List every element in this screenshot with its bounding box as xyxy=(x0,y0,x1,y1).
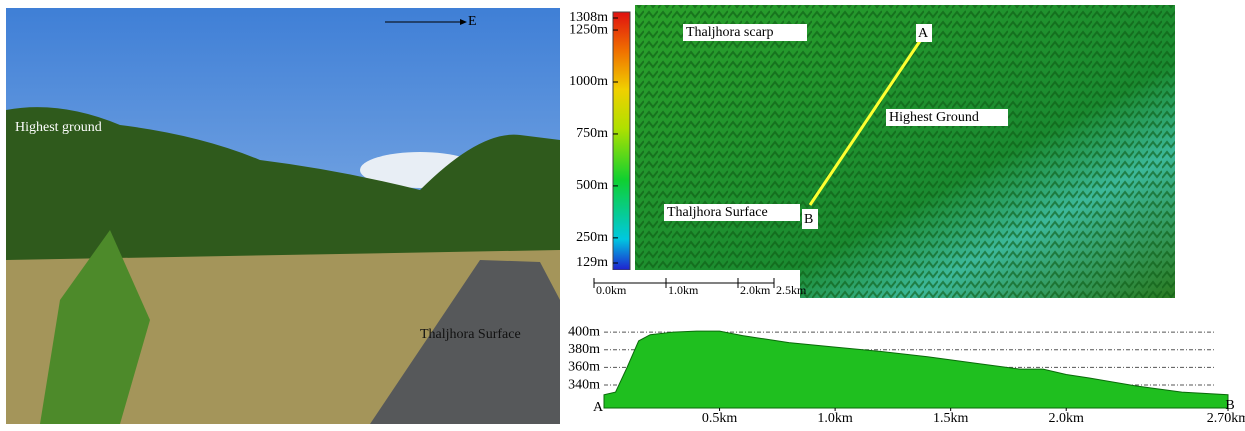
x-tick-label: 1.0km xyxy=(817,411,853,426)
x-tick-label: 2.70km xyxy=(1207,411,1245,426)
colorbar-label: 250m xyxy=(576,230,608,245)
map-label: Highest Ground xyxy=(889,110,979,125)
page: {"photo": {"direction": "E", "label_high… xyxy=(0,0,1245,431)
colorbar xyxy=(613,12,630,270)
map-label: Thaljhora scarp xyxy=(686,25,773,40)
scale-label: 1.0km xyxy=(668,283,699,297)
profile-area xyxy=(604,331,1228,408)
colorbar-label: 500m xyxy=(576,178,608,193)
photo: E Highest ground Thaljhora Surface xyxy=(6,8,560,424)
scale-label: 2.5km xyxy=(776,283,807,297)
dem-map: Thaljhora scarp Highest Ground Thaljhora… xyxy=(585,5,1175,298)
profile: 400m 380m 360m 340m 0.5km 1.0km 1.5km 2.0km 2.70… xyxy=(568,324,1245,426)
profile-end-label: A xyxy=(593,400,604,415)
y-tick-label: 360m xyxy=(568,360,600,375)
photo-label: Highest ground xyxy=(15,120,102,135)
scale-label: 2.0km xyxy=(740,283,771,297)
photo-label: Thaljhora Surface xyxy=(420,327,521,342)
y-tick-label: 380m xyxy=(568,342,600,357)
profile-end-label: B xyxy=(1225,398,1234,413)
point-label: B xyxy=(804,212,813,227)
map-label: Thaljhora Surface xyxy=(667,205,768,220)
colorbar-label: 1000m xyxy=(569,74,608,89)
figure: E Highest ground Thaljhora Surface Thalj… xyxy=(0,0,1245,426)
dem-texture xyxy=(635,5,1175,298)
y-tick-label: 340m xyxy=(568,377,600,392)
y-tick-label: 400m xyxy=(568,324,600,339)
x-tick-label: 1.5km xyxy=(933,411,969,426)
x-tick-label: 0.5km xyxy=(702,411,738,426)
colorbar-label: 129m xyxy=(576,255,608,270)
scale-label: 0.0km xyxy=(596,283,627,297)
colorbar-label: 750m xyxy=(576,126,608,141)
point-label: A xyxy=(918,26,929,41)
x-tick-label: 2.0km xyxy=(1049,411,1085,426)
colorbar-label: 1250m xyxy=(569,22,608,37)
direction-label: E xyxy=(468,14,477,29)
